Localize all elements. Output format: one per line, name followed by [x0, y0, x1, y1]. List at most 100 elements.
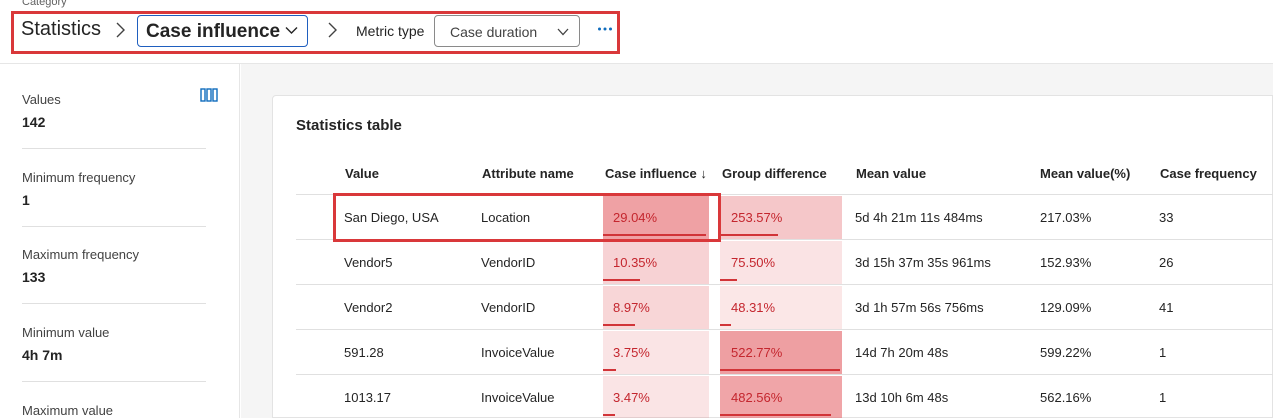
- column-header-attribute-name[interactable]: Attribute name: [482, 166, 574, 181]
- cell-case-frequency: 41: [1159, 300, 1174, 315]
- case-influence-bar: [603, 324, 635, 326]
- cell-case-frequency: 1: [1159, 345, 1167, 360]
- cell-mean-value-pct: 599.22%: [1040, 345, 1092, 360]
- case-influence-bar: [603, 414, 615, 416]
- cell-value: 1013.17: [344, 390, 391, 405]
- cell-mean-value-pct: 217.03%: [1040, 210, 1092, 225]
- metric-type-value: Case duration: [450, 24, 538, 40]
- chevron-right-icon: [328, 22, 337, 38]
- cell-group-difference: 253.57%: [731, 210, 783, 225]
- heat-cell-case-influence: [603, 331, 709, 374]
- group-difference-bar: [720, 324, 731, 326]
- cell-group-difference: 482.56%: [731, 390, 783, 405]
- case-influence-bar: [603, 279, 640, 281]
- group-difference-bar: [720, 279, 737, 281]
- cell-case-frequency: 33: [1159, 210, 1174, 225]
- stat-value: 4h 7m: [22, 347, 63, 363]
- column-header-case-frequency[interactable]: Case frequency: [1160, 166, 1257, 181]
- chevron-right-icon: [116, 22, 125, 38]
- chevron-down-icon: [285, 27, 298, 34]
- cell-mean-value: 3d 1h 57m 56s 756ms: [855, 300, 984, 315]
- stat-maximum-frequency: Maximum frequency 133: [22, 247, 206, 285]
- group-difference-bar: [720, 414, 831, 416]
- stat-maximum-value: Maximum value: [22, 403, 206, 418]
- heat-cell-case-influence: [603, 196, 709, 239]
- column-header-mean-value[interactable]: Mean value: [856, 166, 927, 181]
- heat-cell-case-influence: [603, 241, 709, 284]
- cell-mean-value-pct: 152.93%: [1040, 255, 1092, 270]
- cell-mean-value: 5d 4h 21m 11s 484ms: [855, 210, 983, 225]
- heat-cell-case-influence: [603, 286, 709, 329]
- column-header-case-influence[interactable]: Case influence ↓: [605, 166, 707, 181]
- cell-case-frequency: 1: [1159, 390, 1167, 405]
- stat-label: Minimum value: [22, 325, 110, 340]
- cell-mean-value-pct: 562.16%: [1040, 390, 1092, 405]
- cell-mean-value: 3d 15h 37m 35s 961ms: [855, 255, 991, 270]
- column-header-value[interactable]: Value: [345, 166, 379, 181]
- stat-label: Minimum frequency: [22, 170, 136, 185]
- statistics-summary-panel: [0, 64, 240, 418]
- stat-value: 1: [22, 192, 30, 208]
- divider: [22, 381, 206, 382]
- breadcrumb-highlight: [11, 11, 620, 54]
- cell-attribute-name: VendorID: [481, 300, 536, 315]
- category-label: Category: [22, 0, 67, 8]
- heat-cell-group-difference: [720, 286, 842, 329]
- metric-type-dropdown[interactable]: Case duration: [434, 15, 580, 47]
- cell-attribute-name: InvoiceValue: [481, 345, 555, 360]
- stat-minimum-value: Minimum value 4h 7m: [22, 325, 206, 363]
- heat-cell-group-difference: [720, 241, 842, 284]
- cell-value: 591.28: [344, 345, 384, 360]
- column-chart-icon[interactable]: [200, 88, 218, 102]
- group-difference-bar: [720, 369, 840, 371]
- case-influence-bar: [603, 369, 616, 371]
- cell-mean-value-pct: 129.09%: [1040, 300, 1092, 315]
- cell-group-difference: 48.31%: [731, 300, 776, 315]
- stat-value: 133: [22, 269, 46, 285]
- cell-case-influence: 10.35%: [613, 255, 658, 270]
- top-bar: Category Statistics Case influence Metri…: [0, 0, 1273, 64]
- category-dropdown[interactable]: Case influence: [137, 15, 308, 47]
- cell-case-influence: 29.04%: [613, 210, 658, 225]
- cell-attribute-name: VendorID: [481, 255, 536, 270]
- divider: [296, 374, 1273, 375]
- selected-row-highlight: [333, 193, 721, 242]
- breadcrumb-statistics[interactable]: Statistics: [21, 18, 102, 40]
- cell-group-difference: 75.50%: [731, 255, 776, 270]
- divider: [22, 303, 206, 304]
- cell-case-influence: 3.47%: [613, 390, 650, 405]
- more-options-icon[interactable]: [596, 20, 614, 38]
- divider: [296, 194, 1273, 195]
- cell-case-frequency: 26: [1159, 255, 1174, 270]
- heat-cell-group-difference: [720, 331, 842, 374]
- cell-case-influence: 3.75%: [613, 345, 650, 360]
- group-difference-bar: [720, 234, 778, 236]
- cell-case-influence: 8.97%: [613, 300, 650, 315]
- metric-type-label: Metric type: [356, 23, 425, 39]
- category-dropdown-value: Case influence: [146, 21, 281, 42]
- heat-cell-group-difference: [720, 376, 842, 418]
- cell-group-difference: 522.77%: [731, 345, 783, 360]
- divider: [296, 239, 1273, 240]
- stat-value: 142: [22, 114, 46, 130]
- cell-value: San Diego, USA: [344, 210, 439, 225]
- divider: [296, 284, 1273, 285]
- divider: [22, 148, 206, 149]
- chevron-down-icon: [557, 28, 569, 36]
- column-header-mean-value-pct[interactable]: Mean value(%): [1040, 166, 1131, 181]
- column-header-group-difference[interactable]: Group difference: [722, 166, 827, 181]
- cell-value: Vendor5: [344, 255, 393, 270]
- divider: [296, 329, 1273, 330]
- table-title: Statistics table: [296, 117, 402, 134]
- heat-cell-group-difference: [720, 196, 842, 239]
- cell-attribute-name: InvoiceValue: [481, 390, 555, 405]
- heat-cell-case-influence: [603, 376, 709, 418]
- case-influence-bar: [603, 234, 706, 236]
- cell-attribute-name: Location: [481, 210, 531, 225]
- stat-label: Values: [22, 92, 61, 107]
- stat-label: Maximum frequency: [22, 247, 140, 262]
- cell-mean-value: 13d 10h 6m 48s: [855, 390, 949, 405]
- divider: [22, 226, 206, 227]
- cell-value: Vendor2: [344, 300, 393, 315]
- stat-label: Maximum value: [22, 403, 114, 418]
